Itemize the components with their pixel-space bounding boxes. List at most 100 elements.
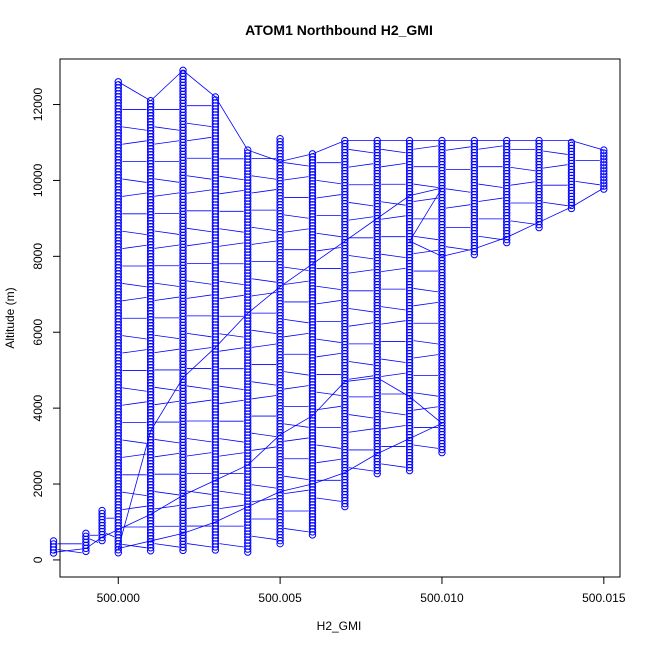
data-point xyxy=(211,546,220,554)
data-point xyxy=(49,546,58,554)
series-line xyxy=(53,69,605,553)
series-segment xyxy=(316,285,341,291)
series-segment xyxy=(284,475,309,480)
series-segment xyxy=(251,535,277,540)
series-segment xyxy=(89,538,99,543)
series-segment xyxy=(413,392,439,397)
data-point xyxy=(341,499,349,508)
series-segment xyxy=(219,385,244,390)
series-segment xyxy=(251,175,277,180)
series-segment xyxy=(251,446,277,451)
data-point xyxy=(503,238,511,247)
series-segment xyxy=(154,296,180,301)
series-segment xyxy=(186,452,212,457)
series-segment xyxy=(154,178,180,183)
series-segment xyxy=(154,244,180,249)
series-segment xyxy=(186,438,212,443)
series-segment xyxy=(284,280,309,285)
series-segment xyxy=(219,438,244,443)
series-segment xyxy=(186,504,212,509)
data-point xyxy=(470,247,479,256)
x-tick-label: 500.000 xyxy=(97,591,141,605)
series-segment xyxy=(381,201,406,206)
series-segment xyxy=(316,300,341,305)
series-segment xyxy=(445,204,471,209)
series-segment xyxy=(381,320,406,325)
data-point xyxy=(276,536,284,545)
data-point xyxy=(535,220,543,229)
series-segment xyxy=(348,149,374,154)
series-segment xyxy=(316,458,341,464)
data-point xyxy=(438,445,446,454)
data-point xyxy=(49,549,58,557)
series-segment xyxy=(316,232,341,238)
series-segment xyxy=(251,329,277,335)
x-axis: 500.000 500.005 500.010 500.015 xyxy=(97,576,626,605)
series-segment xyxy=(543,164,568,169)
series-segment xyxy=(219,347,244,352)
y-tick-label: 12000 xyxy=(31,88,45,122)
chart-title: ATOM1 Northbound H2_GMI xyxy=(245,22,433,38)
series-segment xyxy=(413,354,439,359)
series-segment xyxy=(122,178,147,183)
series-segment xyxy=(284,385,309,390)
series-segment xyxy=(122,349,147,354)
series-segment xyxy=(413,235,439,241)
series-segment xyxy=(154,543,180,548)
series-segment xyxy=(122,297,147,302)
series-segment xyxy=(413,302,439,307)
series-segment xyxy=(154,439,180,444)
series-segment xyxy=(219,490,244,495)
series-segment xyxy=(348,216,374,221)
series-segment xyxy=(381,358,406,363)
series-segment xyxy=(219,452,244,457)
series-segment xyxy=(284,437,309,442)
series-segment xyxy=(219,175,244,181)
series-segment xyxy=(186,122,212,128)
series-segment xyxy=(316,497,341,502)
series-segment xyxy=(105,532,115,538)
series-segment xyxy=(478,183,503,188)
data-point xyxy=(146,544,155,552)
series-segment xyxy=(348,428,374,433)
y-tick-label: 10000 xyxy=(31,163,45,197)
series-segment xyxy=(284,318,309,324)
series-segment xyxy=(284,228,309,233)
series-segment xyxy=(510,220,536,225)
y-axis: 0 2000 4000 6000 8000 10000 12000 xyxy=(31,88,61,563)
series-segment xyxy=(284,162,309,167)
series-segment xyxy=(284,423,309,428)
series-segment xyxy=(413,406,439,411)
series-segment xyxy=(284,371,309,376)
data-point xyxy=(146,547,155,555)
series-segment xyxy=(348,322,374,327)
series-segment xyxy=(348,163,374,168)
series-segment xyxy=(348,414,374,419)
series-segment xyxy=(122,453,147,458)
series-segment xyxy=(186,294,212,299)
series-segment xyxy=(251,189,277,194)
series-segment xyxy=(251,278,277,283)
series-segment xyxy=(186,347,212,352)
series-segment xyxy=(251,484,277,489)
data-point xyxy=(82,544,90,553)
series-segment xyxy=(381,425,406,430)
series-segment xyxy=(251,381,277,386)
series-segment xyxy=(348,202,374,207)
series-segment xyxy=(122,439,147,444)
series-segment xyxy=(316,179,341,185)
data-point xyxy=(179,546,187,555)
series-segment xyxy=(154,140,180,145)
series-segment xyxy=(154,505,180,510)
series-segment xyxy=(445,146,471,151)
x-axis-title: H2_GMI xyxy=(317,619,362,633)
series-segment xyxy=(348,467,374,472)
series-segment xyxy=(186,399,212,404)
series-segment xyxy=(543,201,568,207)
series-segment xyxy=(284,214,309,219)
series-segment xyxy=(154,491,180,496)
series-segment xyxy=(478,145,503,150)
series-segment xyxy=(57,549,82,554)
series-segment xyxy=(154,192,180,197)
